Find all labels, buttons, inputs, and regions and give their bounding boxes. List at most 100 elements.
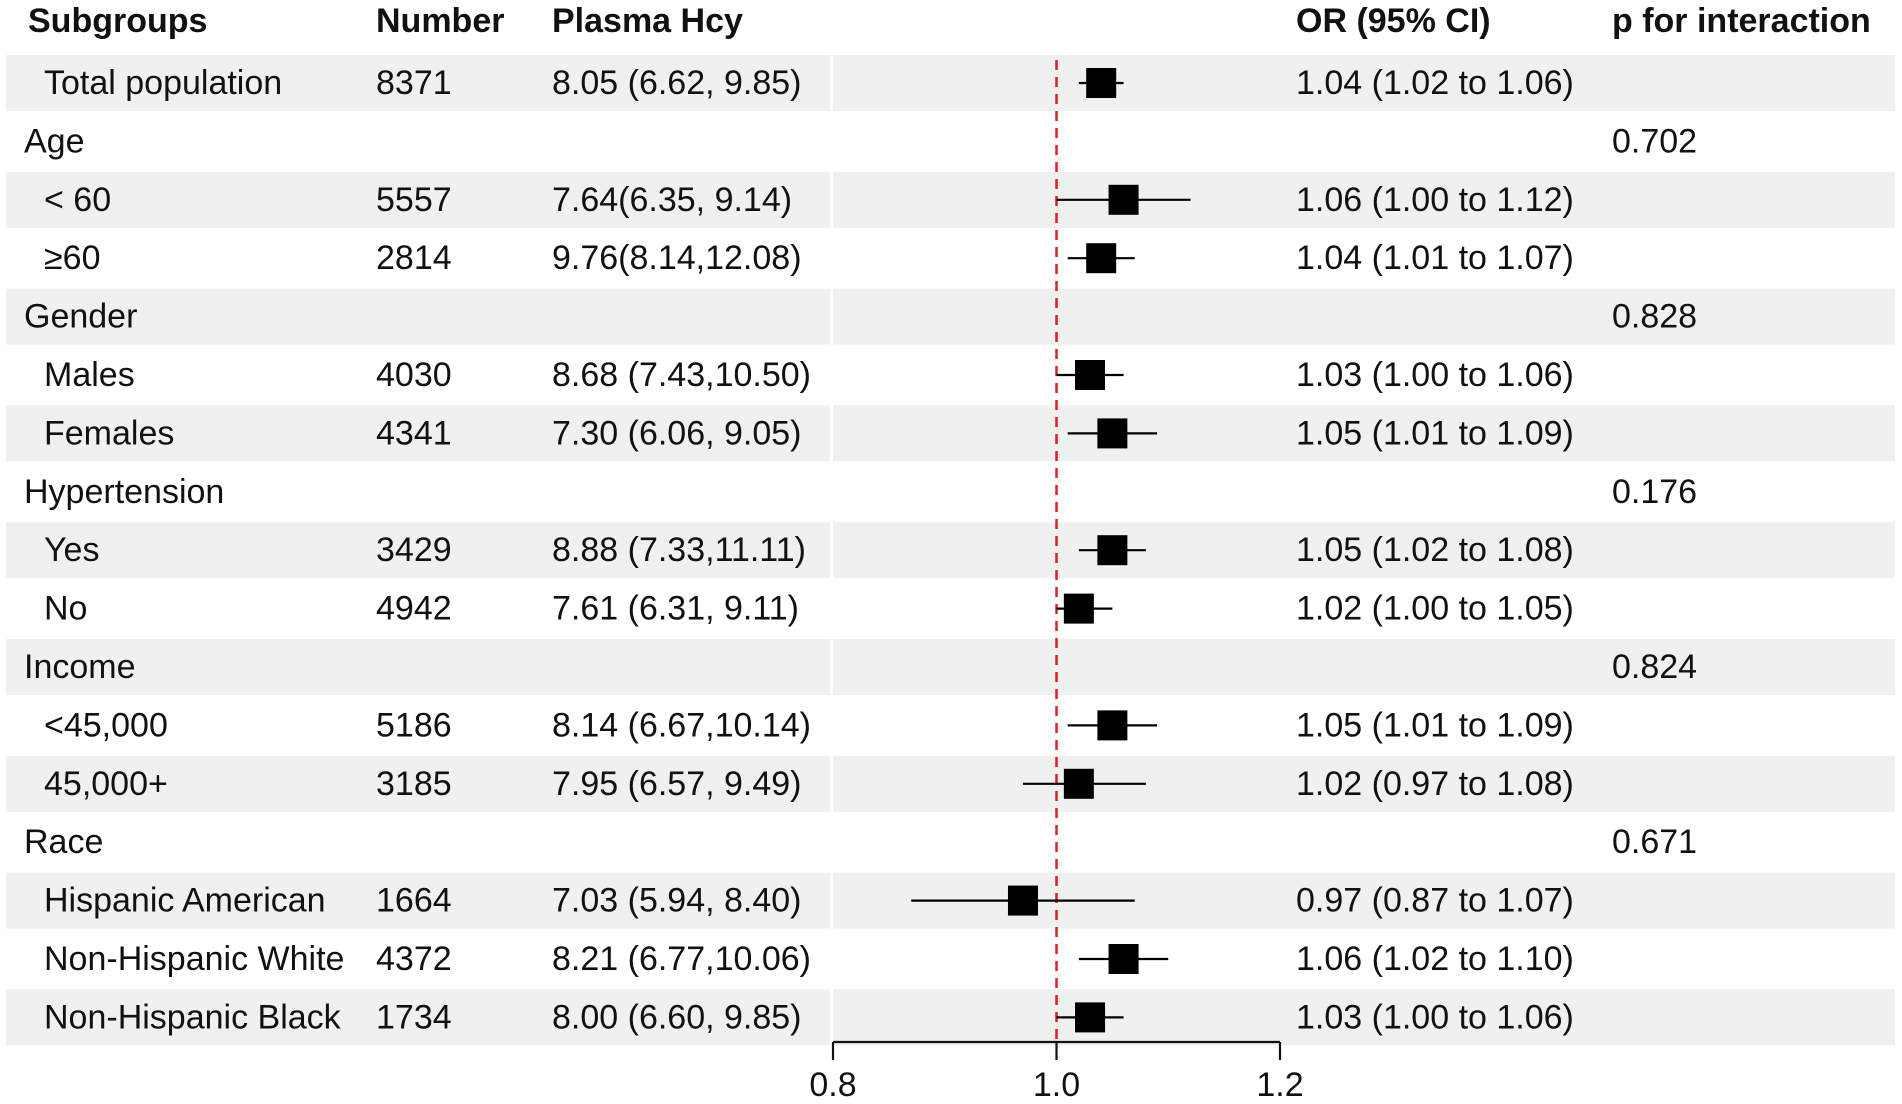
subgroup-label: Males [44,356,135,394]
p-interaction-value: 0.176 [1612,473,1697,511]
row-band [6,405,830,462]
or-point [1086,68,1117,98]
number-value: 3185 [376,765,452,803]
x-axis: 0.8 1.0 1.2 [809,1040,1304,1104]
or-point [1108,184,1139,215]
subgroup-label: <45,000 [44,706,168,744]
subgroup-label: < 60 [44,181,111,219]
row-band [6,171,830,228]
row-band [833,55,1895,111]
or-point [1007,885,1038,916]
plasma-hcy-value: 8.68 (7.43,10.50) [552,356,811,394]
or-ci-value: 0.97 (0.87 to 1.07) [1296,882,1574,920]
number-value: 4372 [376,940,452,978]
plasma-hcy-value: 8.14 (6.67,10.14) [552,706,811,744]
plasma-hcy-value: 8.88 (7.33,11.11) [552,531,806,569]
number-value: 5186 [376,706,452,744]
p-interaction-value: 0.702 [1612,122,1697,160]
subgroup-label: ≥60 [44,239,100,277]
subgroup-label: No [44,590,87,628]
or-point [1063,768,1094,799]
header-number: Number [376,2,504,40]
header-subgroups: Subgroups [28,2,207,40]
row-band [6,288,830,345]
number-value: 4030 [376,356,452,394]
plasma-hcy-value: 8.00 (6.60, 9.85) [552,998,802,1036]
group-label: Age [24,122,85,160]
group-label: Hypertension [24,473,224,511]
header-plasma-hcy: Plasma Hcy [552,2,743,40]
or-ci-value: 1.06 (1.02 to 1.10) [1296,940,1574,978]
row-band [833,171,1895,228]
row-band [6,639,830,695]
or-point [1063,593,1094,624]
plasma-hcy-value: 7.30 (6.06, 9.05) [552,414,802,452]
or-point [1075,1002,1106,1033]
or-ci-value: 1.04 (1.02 to 1.06) [1296,64,1574,102]
or-point [1097,710,1128,741]
subgroup-label: Non-Hispanic White [44,940,344,978]
row-band [833,288,1895,345]
number-value: 8371 [376,64,452,102]
number-value: 4942 [376,590,452,628]
header-row: Subgroups Number Plasma Hcy OR (95% CI) … [28,2,1871,40]
subgroup-label: Females [44,414,174,452]
group-label: Income [24,648,136,686]
row-band [6,989,830,1046]
or-point [1108,944,1139,974]
subgroup-label: Non-Hispanic Black [44,998,342,1036]
x-tick-label: 1.0 [1033,1066,1080,1104]
plasma-hcy-value: 7.95 (6.57, 9.49) [552,765,802,803]
header-or-ci: OR (95% CI) [1296,2,1491,40]
or-ci-value: 1.03 (1.00 to 1.06) [1296,998,1574,1036]
row-band [833,405,1895,462]
table-cells: Total population 8371 8.05 (6.62, 9.85) 1.0… [24,64,1697,1036]
plasma-hcy-value: 7.03 (5.94, 8.40) [552,882,802,920]
x-tick-label: 1.2 [1256,1066,1303,1104]
plasma-hcy-value: 9.76(8.14,12.08) [552,239,802,277]
group-label: Race [24,823,103,861]
row-band [6,755,830,812]
row-band [6,522,830,579]
plasma-hcy-value: 8.21 (6.77,10.06) [552,940,811,978]
row-band [833,522,1895,579]
p-interaction-value: 0.824 [1612,648,1697,686]
number-value: 2814 [376,239,452,277]
row-band [833,639,1895,695]
row-band [6,872,830,929]
subgroup-label: 45,000+ [44,765,168,803]
or-point [1086,243,1117,274]
row-band [833,755,1895,812]
subgroup-label: Yes [44,531,99,569]
x-tick-label: 0.8 [809,1066,856,1104]
or-ci-value: 1.06 (1.00 to 1.12) [1296,181,1574,219]
p-interaction-value: 0.671 [1612,823,1697,861]
or-point [1097,535,1128,566]
number-value: 1664 [376,882,452,920]
row-bands [6,55,1895,1046]
number-value: 1734 [376,998,452,1036]
plasma-hcy-value: 8.05 (6.62, 9.85) [552,64,802,102]
estimate-marks [911,68,1191,1033]
or-ci-value: 1.05 (1.01 to 1.09) [1296,414,1574,452]
or-ci-value: 1.04 (1.01 to 1.07) [1296,239,1574,277]
row-band [6,55,830,111]
or-ci-value: 1.05 (1.01 to 1.09) [1296,706,1574,744]
or-ci-value: 1.02 (1.00 to 1.05) [1296,590,1574,628]
or-ci-value: 1.05 (1.02 to 1.08) [1296,531,1574,569]
number-value: 5557 [376,181,452,219]
or-point [1075,360,1106,390]
or-ci-value: 1.03 (1.00 to 1.06) [1296,356,1574,394]
p-interaction-value: 0.828 [1612,298,1697,336]
subgroup-label: Hispanic American [44,882,326,920]
subgroup-label: Total population [44,64,282,102]
plasma-hcy-value: 7.61 (6.31, 9.11) [552,590,799,628]
number-value: 3429 [376,531,452,569]
header-p-interaction: p for interaction [1612,2,1871,40]
plasma-hcy-value: 7.64(6.35, 9.14) [552,181,792,219]
group-label: Gender [24,298,137,336]
or-ci-value: 1.02 (0.97 to 1.08) [1296,765,1574,803]
or-point [1097,418,1128,449]
number-value: 4341 [376,414,452,452]
